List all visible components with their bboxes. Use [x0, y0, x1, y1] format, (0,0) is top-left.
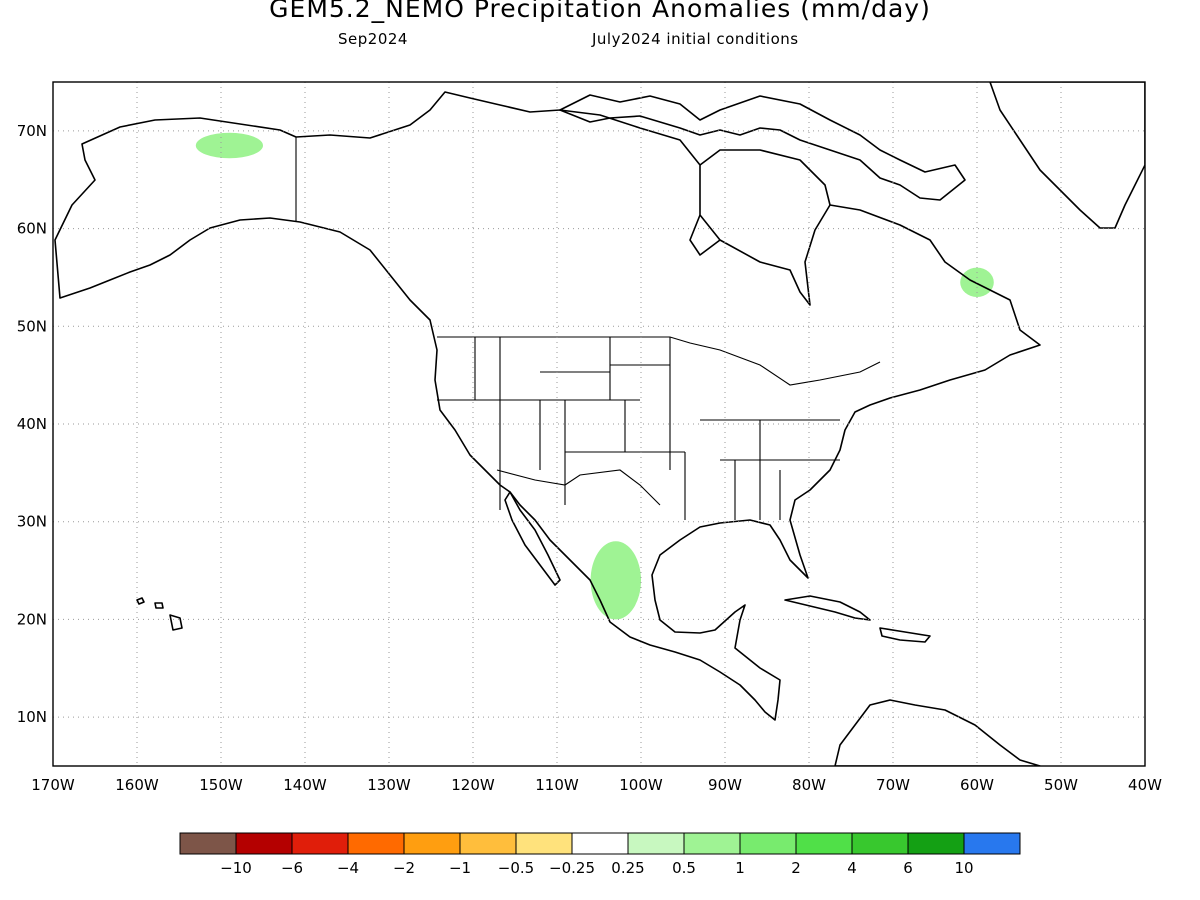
plot-frame	[52, 81, 1146, 767]
anomaly-yukon-bc	[397, 194, 448, 263]
legend-swatch	[851, 832, 909, 855]
lat-lon-grid	[53, 82, 1145, 766]
legend-swatch	[739, 832, 797, 855]
anomaly-central-america	[699, 634, 751, 683]
legend-swatch	[907, 832, 965, 855]
longitude-label: 120W	[451, 776, 495, 794]
longitude-label: 70W	[876, 776, 910, 794]
legend-swatch	[571, 832, 629, 855]
longitude-label: 160W	[115, 776, 159, 794]
legend-swatch	[963, 832, 1021, 855]
longitude-label: 50W	[1044, 776, 1078, 794]
legend-swatch	[235, 832, 293, 855]
latitude-label: 50N	[17, 317, 47, 335]
legend-label: −10	[220, 859, 252, 877]
legend-label: −4	[337, 859, 359, 877]
anomaly-midwest	[666, 384, 767, 444]
initial-conditions-label: July2024 initial conditions	[592, 30, 799, 48]
legend-swatch	[291, 832, 349, 855]
latitude-label: 70N	[17, 122, 47, 140]
coastlines	[54, 82, 1145, 766]
forecast-month: Sep2024	[338, 30, 408, 48]
legend-label: 6	[903, 859, 913, 877]
legend-swatch	[683, 832, 741, 855]
longitude-label: 90W	[708, 776, 742, 794]
longitude-label: 40W	[1128, 776, 1162, 794]
anomaly-mexico-east	[590, 541, 641, 620]
color-legend: −10 −6 −4 −2 −1 −0.5 −0.25 0.25 0.5 1 2 4 6 10	[179, 832, 1021, 877]
latitude-label: 30N	[17, 513, 47, 531]
hawaii-coastline	[136, 597, 183, 631]
legend-label: −0.5	[498, 859, 534, 877]
legend-label: −1	[449, 859, 471, 877]
greenland-coastline	[989, 82, 1145, 229]
legend-label: 0.25	[611, 859, 644, 877]
anomaly-bc-coast	[367, 233, 395, 283]
baja-california-coastline	[504, 491, 561, 586]
south-america-coastline	[834, 699, 1041, 766]
hudson-bay-coastline	[689, 149, 831, 256]
map-title: GEM5.2_NEMO Precipitation Anomalies (mm/…	[269, 0, 931, 23]
legend-swatch	[627, 832, 685, 855]
latitude-label: 20N	[17, 610, 47, 628]
legend-label: −2	[393, 859, 415, 877]
longitude-ticks: 170W 160W 150W 140W 130W 120W 110W 100W 90W 80W 70…	[31, 776, 1162, 794]
legend-label: −6	[281, 859, 303, 877]
legend-label: 10	[954, 859, 973, 877]
longitude-label: 80W	[792, 776, 826, 794]
longitude-label: 100W	[619, 776, 663, 794]
legend-label: −0.25	[549, 859, 595, 877]
anomaly-venezuela	[842, 712, 977, 762]
legend-label: 0.5	[672, 859, 696, 877]
anomaly-greenland-coast	[1094, 179, 1129, 239]
anomaly-canada-prairie	[481, 319, 583, 343]
anomaly-hudson-east	[817, 257, 935, 337]
latitude-ticks: 70N 60N 50N 40N 30N 20N 10N	[17, 122, 47, 726]
anomaly-alaska-north	[195, 132, 263, 159]
longitude-label: 130W	[367, 776, 411, 794]
legend-swatch	[459, 832, 517, 855]
legend-swatch	[179, 832, 237, 855]
north-america-coastline	[54, 91, 1041, 721]
longitude-label: 110W	[535, 776, 579, 794]
latitude-label: 60N	[17, 220, 47, 238]
state-borders	[437, 337, 840, 520]
us-mexico-border	[496, 469, 661, 506]
caribbean-islands-coastline	[784, 595, 931, 643]
longitude-label: 150W	[199, 776, 243, 794]
legend-label: 4	[847, 859, 857, 877]
legend-swatch	[403, 832, 461, 855]
latitude-label: 40N	[17, 415, 47, 433]
latitude-label: 10N	[17, 708, 47, 726]
legend-swatch	[515, 832, 573, 855]
longitude-label: 60W	[960, 776, 994, 794]
legend-swatch	[347, 832, 405, 855]
anomaly-great-lakes	[716, 336, 868, 395]
legend-label: 1	[735, 859, 745, 877]
arctic-islands-coastline	[559, 94, 966, 201]
anomaly-southeast	[716, 458, 818, 527]
legend-swatch	[795, 832, 853, 855]
political-borders	[295, 137, 881, 520]
legend-label: 2	[791, 859, 801, 877]
us-canada-border	[437, 336, 881, 386]
longitude-label: 140W	[283, 776, 327, 794]
longitude-label: 170W	[31, 776, 75, 794]
anomaly-nicaragua	[762, 682, 780, 713]
